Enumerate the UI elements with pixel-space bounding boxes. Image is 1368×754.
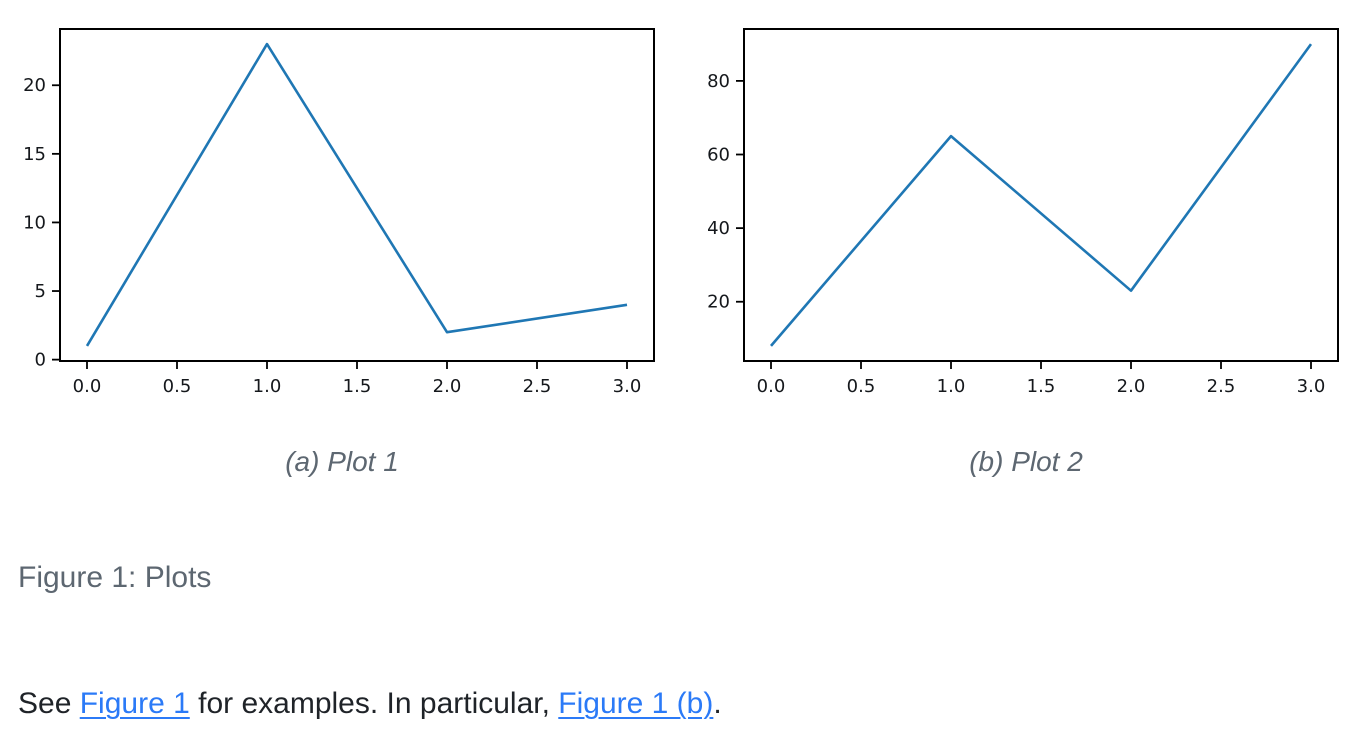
paragraph-text: for examples. In particular, [189, 687, 559, 720]
x-tick-label: 1.0 [253, 376, 282, 397]
plot-b-line-chart: 0.0 0.5 1.0 1.5 2.0 2.5 3.0 20 40 60 80 [707, 28, 1339, 397]
body-paragraph: See Figure 1 for examples. In particular… [18, 686, 1368, 722]
paragraph-text: See [18, 687, 80, 720]
y-tick-label: 80 [707, 71, 730, 92]
x-tick-label: 2.0 [433, 376, 462, 397]
x-tick-label: 1.0 [937, 376, 966, 397]
paragraph-text: . [713, 687, 722, 720]
figure-ref-link[interactable]: Figure 1 (b) [558, 687, 714, 720]
figure-1: 0.0 0.5 1.0 1.5 2.0 2.5 3.0 0 5 10 15 20 (a) Plot 1… [0, 0, 1368, 479]
y-tick-label: 10 [23, 212, 46, 233]
x-tick-label: 2.5 [1207, 376, 1236, 397]
y-tick-label: 40 [707, 218, 730, 239]
figure-caption: Figure 1: Plots [18, 561, 212, 594]
y-tick-label: 60 [707, 145, 730, 166]
subfigure-a-caption: (a) Plot 1 [285, 446, 399, 477]
plot-a-line-chart: 0.0 0.5 1.0 1.5 2.0 2.5 3.0 0 5 10 15 20 [23, 28, 655, 397]
y-tick-label: 15 [23, 144, 46, 165]
axes-frame [59, 28, 655, 362]
x-tick-label: 3.0 [1297, 376, 1326, 397]
y-tick-label: 20 [707, 292, 730, 313]
figure-ref-link[interactable]: Figure 1 [79, 687, 190, 720]
axes-frame [743, 28, 1339, 362]
x-tick-label: 0.0 [73, 376, 102, 397]
x-tick-label: 1.5 [1027, 376, 1056, 397]
x-tick-label: 1.5 [343, 376, 372, 397]
y-tick-label: 0 [35, 350, 46, 371]
y-tick-label: 5 [35, 281, 46, 302]
x-tick-label: 2.5 [523, 376, 552, 397]
x-tick-label: 2.0 [1117, 376, 1146, 397]
subfigure-b-caption: (b) Plot 2 [969, 446, 1083, 477]
x-tick-label: 0.0 [757, 376, 786, 397]
x-tick-label: 3.0 [613, 376, 642, 397]
x-tick-label: 0.5 [847, 376, 876, 397]
data-line [770, 43, 1313, 347]
y-tick-label: 20 [23, 75, 46, 96]
data-line [85, 42, 628, 347]
subfigure-a: 0.0 0.5 1.0 1.5 2.0 2.5 3.0 0 5 10 15 20 (a) Plot 1 [0, 0, 684, 479]
x-tick-label: 0.5 [163, 376, 192, 397]
subfigure-b: 0.0 0.5 1.0 1.5 2.0 2.5 3.0 20 40 60 80 (b) Plot 2 [684, 0, 1368, 479]
